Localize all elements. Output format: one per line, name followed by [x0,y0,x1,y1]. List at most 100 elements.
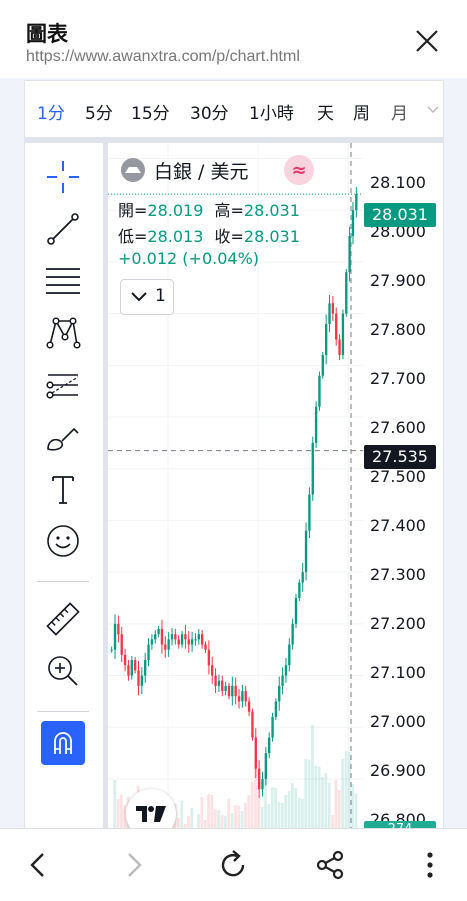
interval-1h[interactable]: 1小時 [249,104,294,124]
more-menu-button[interactable] [412,847,448,883]
brush-tool[interactable] [43,417,83,457]
candle-body [314,406,318,443]
chevron-left-icon [30,853,44,877]
toolbar-divider [37,711,89,712]
candle-body [117,623,120,635]
interval-30m[interactable]: 30分 [190,104,229,124]
volume-bar [334,780,338,828]
emoji-tool[interactable] [43,521,83,561]
price-axis[interactable]: 28.100 28.000 27.900 27.800 27.700 27.60… [370,143,443,828]
candle-body [231,685,234,697]
candle-body [200,634,204,645]
zoom-in-icon [48,656,78,686]
candle-body [214,675,217,686]
candle-body [150,639,154,645]
crosshair-tool[interactable] [43,157,83,197]
candle-body [241,691,244,702]
interval-month[interactable]: 月 [391,104,408,124]
browser-top-bar: 圖表 https://www.awanxtra.com/p/chart.html [0,0,467,78]
candle-body [224,685,227,692]
candle-body [174,634,177,640]
chart-pane[interactable]: 白銀 / 美元 ≈ 開=28.019 高=28.031 低=28.013 收=2… [108,143,443,828]
candle-body [257,768,261,790]
price-tick: 27.700 [370,369,426,388]
drawing-toolbar [25,143,108,828]
close-button[interactable] [410,24,444,58]
prediction-tool[interactable] [43,365,83,405]
volume-bar [200,797,204,828]
magnet-icon [54,732,72,754]
close-label: 收= [214,227,244,246]
volume-bar [354,793,358,828]
interval-15m[interactable]: 15分 [131,104,170,124]
pattern-icon [46,317,81,349]
volume-bar [260,807,264,828]
candle-body [190,639,194,645]
volume-bar [314,766,318,828]
price-tick: 27.400 [370,516,426,535]
reload-button[interactable] [215,847,251,883]
candle-body [304,530,308,573]
volume-bar [210,795,214,828]
close-icon [416,30,438,52]
candle-body [284,665,288,676]
candle-body [345,272,348,314]
candle-body [348,236,351,273]
price-tick: 27.900 [370,271,426,290]
candle-body [194,639,197,641]
back-button[interactable] [20,847,56,883]
candle-body [204,644,207,650]
volume-bar [254,765,257,828]
volume-bar [294,788,298,828]
last-price-badge: 28.031 [364,203,436,227]
candle-body [268,737,271,754]
svg-text:≈: ≈ [291,160,306,181]
text-tool[interactable] [43,469,83,509]
collapse-indicators-button[interactable]: 1 [120,279,174,315]
candle-body [234,685,237,697]
pattern-tool[interactable] [43,313,83,353]
tradingview-logo[interactable] [126,789,176,828]
volume-bar [190,808,194,828]
volume-bar [116,799,120,828]
chevron-down-icon[interactable] [427,105,439,115]
candle-body [187,639,190,645]
interval-1m[interactable]: 1分 [37,104,65,124]
volume-bar [237,806,241,828]
ruler-tool[interactable] [43,599,83,639]
candle-body [167,639,170,650]
interval-day[interactable]: 天 [317,104,334,124]
volume-bar [321,777,324,828]
interval-5m[interactable]: 5分 [85,104,113,124]
page-url[interactable]: https://www.awanxtra.com/p/chart.html [26,48,300,65]
magnet-tool[interactable] [41,721,85,765]
candle-body [328,303,331,324]
web-content: 1分 5分 15分 30分 1小時 天 周 月 [0,78,467,828]
share-button[interactable] [312,847,348,883]
volume-bar [284,795,288,828]
volume-bar [177,818,180,828]
volume-bar [123,805,127,828]
price-tick: 27.300 [370,565,426,584]
volume-bar [213,809,217,828]
trend-line-tool[interactable] [43,209,83,249]
ohlc-open-high: 開=28.019 高=28.031 [118,197,300,221]
volume-bar [277,802,281,828]
interval-week[interactable]: 周 [353,104,370,124]
volume-bar [290,783,294,828]
price-tick: 28.100 [370,173,426,192]
approx-badge-icon[interactable]: ≈ [284,155,314,185]
candle-body [291,623,294,645]
forward-button[interactable] [116,847,152,883]
volume-bar [197,814,200,828]
candle-body [237,696,241,702]
candle-body [247,701,251,712]
interval-bar: 1分 5分 15分 30分 1小時 天 周 月 [25,81,443,143]
fib-lines-tool[interactable] [43,261,83,301]
volume-bar [203,820,207,828]
candle-body [184,634,187,640]
zoom-in-tool[interactable] [43,651,83,691]
candle-body [197,634,200,640]
indicator-count: 1 [155,286,166,306]
symbol-name[interactable]: 白銀 / 美元 [154,161,249,183]
